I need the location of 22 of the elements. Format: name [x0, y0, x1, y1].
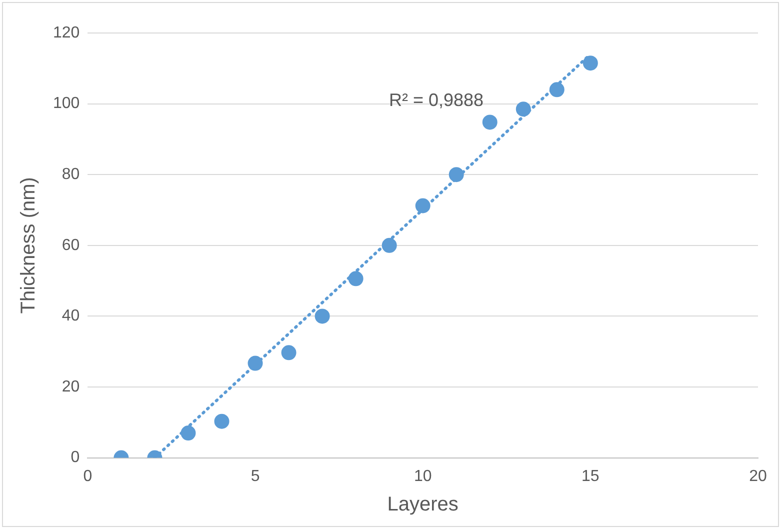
- point: [482, 114, 498, 130]
- x-tick-label: 0: [83, 468, 92, 485]
- y-tick-label: 120: [52, 24, 80, 42]
- y-tick-label: 0: [70, 449, 80, 466]
- y-axis-title: Thickness (nm): [18, 177, 40, 314]
- point: [281, 345, 296, 360]
- x-tick-label: 5: [250, 468, 260, 485]
- point: [582, 56, 598, 71]
- y-tick-label: 100: [52, 95, 80, 112]
- x-tick-label: 20: [749, 468, 767, 485]
- x-tick-label: 15: [582, 468, 600, 485]
- point: [314, 308, 330, 324]
- y-tick-label: 20: [62, 378, 80, 396]
- point: [214, 414, 230, 429]
- x-tick-label: 10: [414, 468, 432, 485]
- point: [348, 271, 364, 286]
- y-tick-label: 60: [62, 236, 80, 254]
- x-axis-title: Layeres: [387, 494, 458, 516]
- annotation: R² = 0,9888: [388, 90, 484, 110]
- y-tick-label: 80: [62, 166, 80, 184]
- point: [516, 102, 531, 117]
- y-tick-label: 40: [62, 308, 80, 325]
